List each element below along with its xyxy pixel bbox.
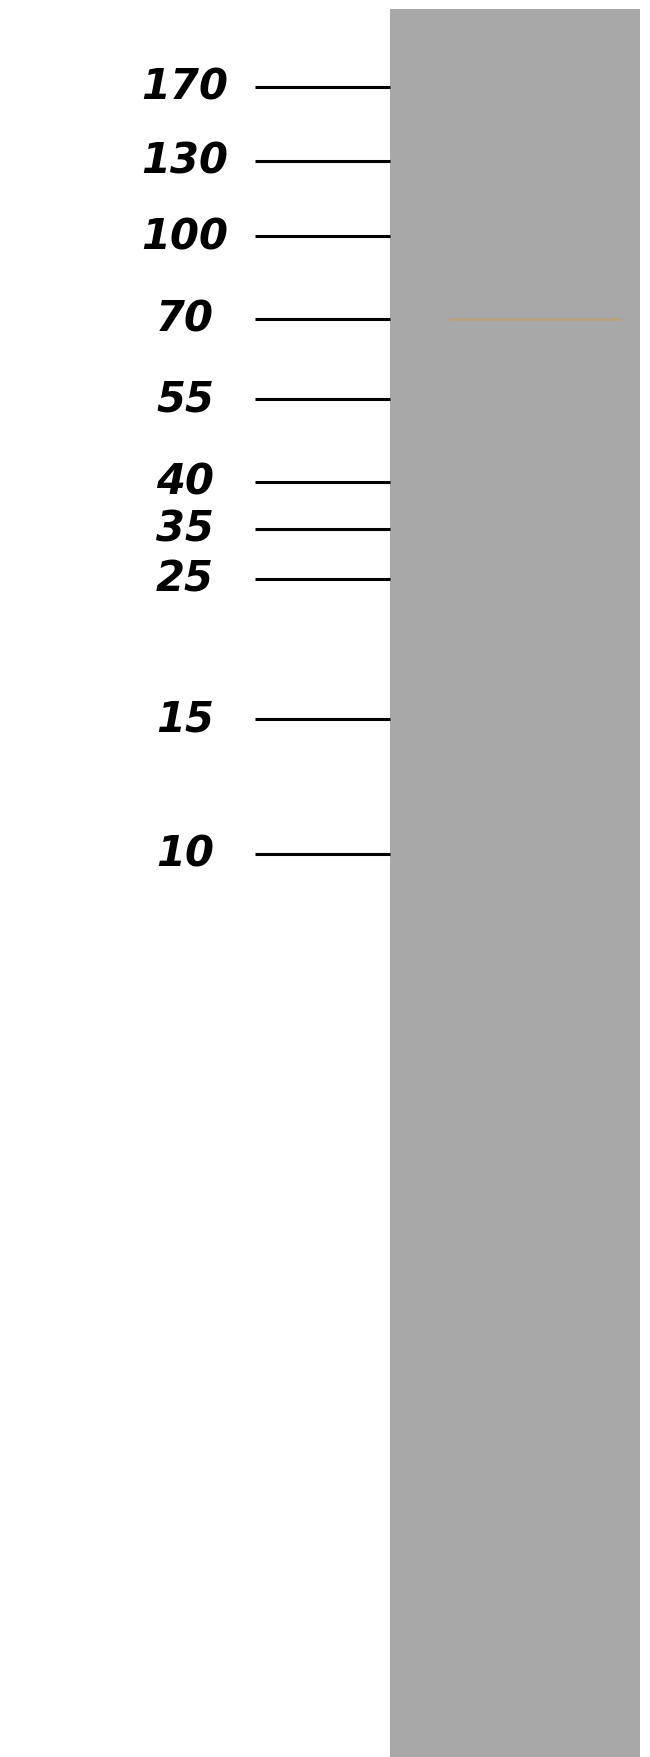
Text: 70: 70 [156, 299, 214, 341]
Bar [390, 11, 640, 1757]
Text: 25: 25 [156, 559, 214, 601]
Text: 15: 15 [156, 699, 214, 741]
Text: 100: 100 [142, 216, 229, 258]
Text: 40: 40 [156, 462, 214, 504]
Text: 10: 10 [156, 833, 214, 875]
Text: 35: 35 [156, 510, 214, 550]
Text: 170: 170 [142, 67, 229, 109]
Text: 55: 55 [156, 380, 214, 420]
Text: 130: 130 [142, 141, 229, 183]
